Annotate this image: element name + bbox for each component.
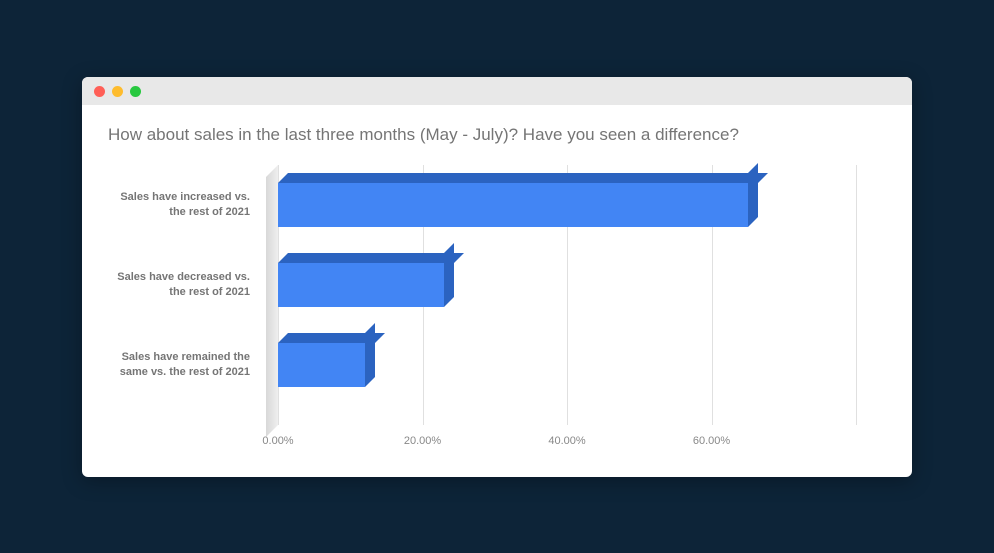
bar-top-face <box>278 173 768 183</box>
maximize-icon[interactable] <box>130 86 141 97</box>
window-titlebar <box>82 77 912 105</box>
gridline <box>856 165 857 425</box>
bar <box>278 263 444 307</box>
bar-side-face <box>444 243 454 307</box>
bar <box>278 343 365 387</box>
x-axis-tick-label: 0.00% <box>262 435 293 447</box>
chart-title: How about sales in the last three months… <box>108 125 886 145</box>
bar-side-face <box>365 323 375 387</box>
chart-plot: 0.00% 20.00% 40.00% 60.00% Sales have incre… <box>258 165 876 455</box>
close-icon[interactable] <box>94 86 105 97</box>
plot-3d-side <box>266 165 278 437</box>
bar-top-face <box>278 253 464 263</box>
chart-bars: Sales have increased vs. the rest of 202… <box>278 165 856 425</box>
bar-front-face <box>278 263 444 307</box>
minimize-icon[interactable] <box>112 86 123 97</box>
bar-front-face <box>278 183 748 227</box>
bar-row: Sales have decreased vs. the rest of 202… <box>278 257 856 313</box>
bar-side-face <box>748 163 758 227</box>
x-axis-tick-label: 60.00% <box>693 435 730 447</box>
bar-front-face <box>278 343 365 387</box>
bar-row: Sales have remained the same vs. the res… <box>278 337 856 393</box>
chart-window: How about sales in the last three months… <box>82 77 912 477</box>
bar <box>278 183 748 227</box>
x-axis-tick-label: 40.00% <box>548 435 585 447</box>
x-axis-tick-label: 20.00% <box>404 435 441 447</box>
bar-category-label: Sales have remained the same vs. the res… <box>108 350 250 380</box>
bar-row: Sales have increased vs. the rest of 202… <box>278 177 856 233</box>
bar-category-label: Sales have increased vs. the rest of 202… <box>108 190 250 220</box>
chart-content: How about sales in the last three months… <box>82 105 912 465</box>
bar-category-label: Sales have decreased vs. the rest of 202… <box>108 270 250 300</box>
